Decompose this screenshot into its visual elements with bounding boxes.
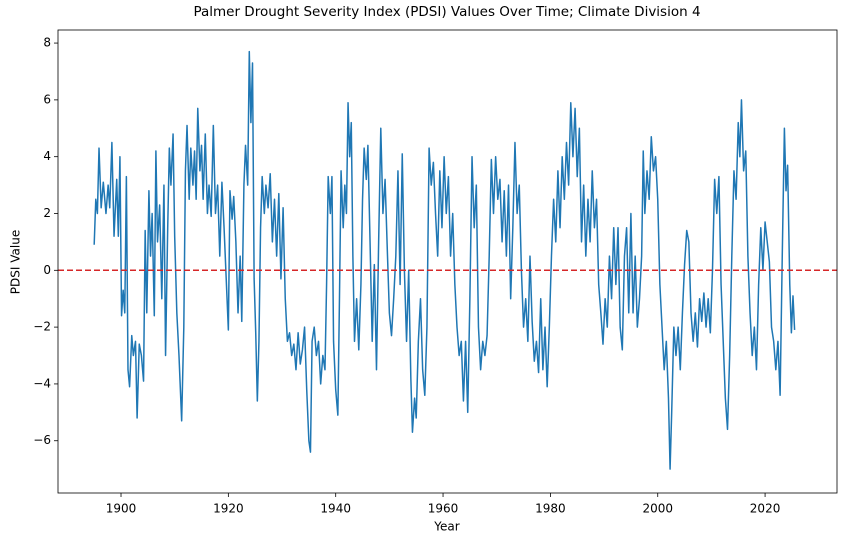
x-tick-label: 1900 <box>106 502 137 516</box>
x-tick-label: 1940 <box>320 502 351 516</box>
y-tick-label: 8 <box>43 36 51 50</box>
y-tick-label: 2 <box>43 206 51 220</box>
data-line <box>93 50 796 470</box>
x-tick-label: 1960 <box>428 502 459 516</box>
x-tick-label: 1980 <box>535 502 566 516</box>
x-axis-label: Year <box>433 520 459 534</box>
y-tick-label: −2 <box>33 320 51 334</box>
x-tick-label: 2000 <box>642 502 673 516</box>
y-tick-label: 6 <box>43 92 51 106</box>
x-tick-label: 1920 <box>213 502 244 516</box>
x-tick-label: 2020 <box>750 502 781 516</box>
y-tick-label: 4 <box>43 149 51 163</box>
y-axis-label: PDSI Value <box>9 230 23 294</box>
y-tick-label: −6 <box>33 433 51 447</box>
y-tick-label: 0 <box>43 263 51 277</box>
plot-frame <box>57 29 838 494</box>
chart-title: Palmer Drought Severity Index (PDSI) Val… <box>193 4 700 20</box>
y-tick-label: −4 <box>33 376 51 390</box>
